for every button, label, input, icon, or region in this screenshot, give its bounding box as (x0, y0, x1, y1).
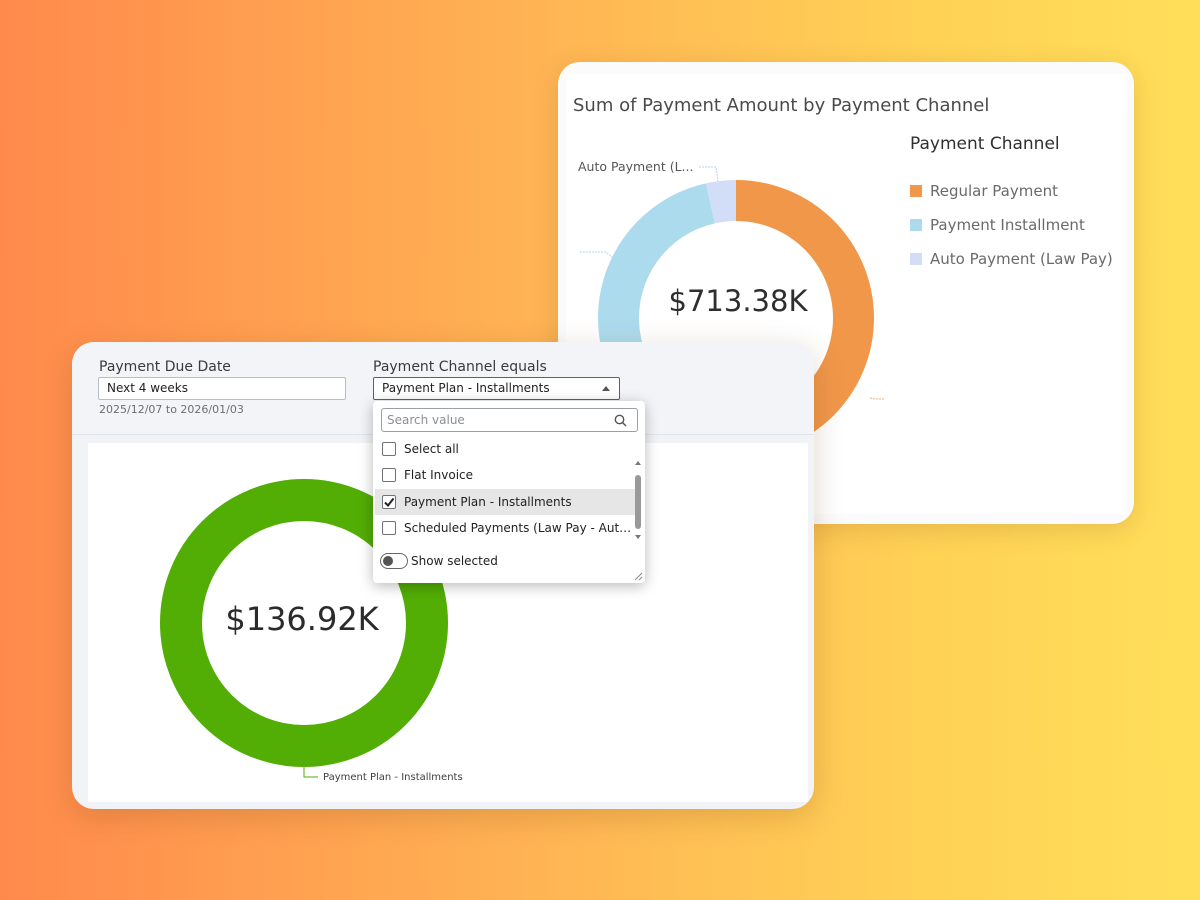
leader-line-installments (303, 764, 318, 778)
scrollbar-thumb[interactable] (635, 475, 641, 529)
legend-title: Payment Channel (910, 134, 1060, 154)
slice-callout-label: Auto Payment (L... (578, 159, 694, 174)
search-icon[interactable] (614, 414, 627, 427)
legend-swatch (910, 185, 922, 197)
checkmark-icon (384, 497, 395, 508)
legend-swatch (910, 219, 922, 231)
show-selected-label: Show selected (411, 554, 498, 568)
option-label: Flat Invoice (404, 468, 474, 482)
channel-dropdown-menu: Select all Flat Invoice Payment Plan - I… (373, 401, 645, 583)
option-label: Payment Plan - Installments (404, 495, 572, 509)
legend-label: Payment Installment (930, 216, 1085, 234)
show-selected-toggle[interactable] (380, 553, 408, 569)
scroll-down-icon[interactable] (635, 535, 641, 539)
option-select-all[interactable]: Select all (375, 436, 635, 462)
channel-filter-select[interactable]: Payment Plan - Installments (373, 377, 620, 400)
date-filter-input[interactable]: Next 4 weeks (98, 377, 346, 400)
option-label: Scheduled Payments (Law Pay - Auto P... (404, 521, 632, 535)
chart-title: Sum of Payment Amount by Payment Channel (573, 95, 990, 116)
payment-channel-chart-card: Sum of Payment Amount by Payment Channel… (558, 62, 1134, 524)
option-label: Select all (404, 442, 459, 456)
checkbox[interactable] (382, 442, 396, 456)
caret-up-icon (602, 386, 610, 391)
legend-label: Regular Payment (930, 182, 1058, 200)
legend-label: Auto Payment (Law Pay) (930, 250, 1113, 268)
donut-slice[interactable] (160, 479, 448, 767)
select-value: Payment Plan - Installments (382, 381, 550, 395)
checkbox[interactable] (382, 521, 396, 535)
donut-slice[interactable] (736, 180, 874, 456)
legend-item-regular-payment[interactable]: Regular Payment (910, 181, 1058, 201)
checkbox[interactable] (382, 468, 396, 482)
installments-donut (160, 479, 448, 778)
legend-swatch (910, 253, 922, 265)
scrollbar[interactable] (635, 461, 643, 543)
legend-item-payment-installment[interactable]: Payment Installment (910, 215, 1085, 235)
search-box (381, 408, 638, 432)
channel-filter-label: Payment Channel equals (373, 359, 547, 375)
date-filter-label: Payment Due Date (99, 359, 231, 375)
option-scheduled-payments[interactable]: Scheduled Payments (Law Pay - Auto P... (375, 515, 635, 541)
slice-label: Payment Plan - Installments (323, 772, 463, 783)
donut-slice[interactable] (705, 180, 736, 224)
donut-center-total: $136.92K (225, 600, 379, 638)
resize-grip-icon[interactable] (634, 572, 643, 581)
leader-line-installment (580, 251, 614, 259)
option-flat-invoice[interactable]: Flat Invoice (375, 462, 635, 488)
leader-line-auto (699, 166, 719, 183)
toggle-knob (383, 556, 393, 566)
date-range-text: 2025/12/07 to 2026/01/03 (99, 403, 244, 416)
donut-center-total: $713.38K (668, 284, 808, 318)
scroll-up-icon[interactable] (635, 461, 641, 465)
search-input[interactable] (387, 412, 602, 428)
option-payment-plan-installments[interactable]: Payment Plan - Installments (375, 489, 635, 515)
legend-item-auto-payment[interactable]: Auto Payment (Law Pay) (910, 249, 1113, 269)
leader-line-regular (869, 397, 884, 400)
checkbox-checked[interactable] (382, 495, 396, 509)
